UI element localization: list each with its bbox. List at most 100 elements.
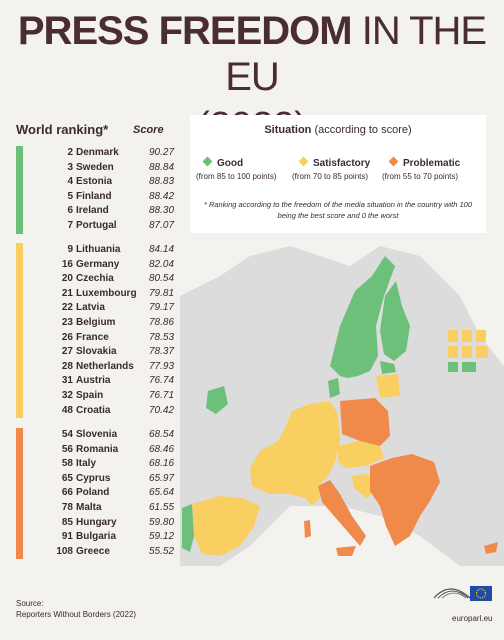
row-country: Netherlands bbox=[76, 360, 134, 372]
table-row: 16 Germany 82.04 bbox=[38, 259, 183, 274]
row-rank: 20 bbox=[61, 273, 73, 285]
row-score: 79.17 bbox=[149, 302, 175, 314]
row-country: Malta bbox=[76, 502, 102, 513]
row-score: 78.53 bbox=[149, 331, 175, 343]
row-rank: 6 bbox=[67, 205, 73, 217]
row-rank: 26 bbox=[61, 331, 73, 343]
row-rank: 48 bbox=[61, 404, 73, 416]
table-row: 22 Latvia 79.17 bbox=[38, 302, 183, 317]
table-row: 66 Poland 65.64 bbox=[38, 487, 183, 502]
iberia-satisfactory bbox=[192, 496, 260, 556]
table-row: 27 Slovakia 78.37 bbox=[38, 346, 183, 361]
satisfactory-diamond-icon bbox=[298, 156, 309, 167]
legend-footnote: * Ranking according to the freedom of th… bbox=[203, 200, 473, 220]
table-row: 3 Sweden 88.84 bbox=[38, 162, 183, 177]
uk-non-eu bbox=[230, 346, 266, 416]
row-country: Finland bbox=[76, 190, 112, 202]
row-score: 65.64 bbox=[149, 487, 175, 499]
legend-good: Good (from 85 to 100 points) bbox=[196, 156, 277, 181]
italy-problematic bbox=[318, 480, 366, 546]
table-row: 85 Hungary 59.80 bbox=[38, 517, 183, 532]
problematic-diamond-icon bbox=[388, 156, 399, 167]
table-row: 23 Belgium 78.86 bbox=[38, 317, 183, 332]
title-thin: IN THE EU bbox=[225, 9, 487, 99]
row-score: 84.14 bbox=[149, 244, 175, 255]
row-rank: 2 bbox=[67, 147, 73, 158]
row-country: Slovenia bbox=[76, 429, 118, 440]
row-country: Austria bbox=[76, 375, 111, 387]
score-header: Score bbox=[133, 124, 164, 136]
row-country: Spain bbox=[76, 390, 104, 401]
row-rank: 21 bbox=[61, 287, 73, 299]
row-score: 88.42 bbox=[149, 190, 175, 202]
row-rank: 91 bbox=[61, 531, 73, 543]
legend-heading: Situation (according to score) bbox=[264, 124, 412, 136]
row-rank: 108 bbox=[56, 545, 73, 557]
footer-url[interactable]: europarl.eu bbox=[452, 614, 493, 623]
table-row: 54 Slovenia 68.54 bbox=[38, 429, 183, 444]
west-central-satisfactory bbox=[250, 401, 340, 506]
row-country: Portugal bbox=[76, 220, 117, 231]
row-score: 68.54 bbox=[149, 429, 175, 440]
sardinia-problematic bbox=[304, 520, 311, 538]
row-score: 76.74 bbox=[149, 375, 175, 387]
row-score: 87.07 bbox=[149, 220, 175, 231]
row-score: 55.52 bbox=[149, 545, 175, 557]
row-rank: 31 bbox=[61, 375, 73, 387]
row-rank: 32 bbox=[61, 390, 73, 401]
legend-problematic: Problematic (from 55 to 70 points) bbox=[382, 156, 461, 181]
row-country: Ireland bbox=[76, 205, 109, 217]
row-country: Luxembourg bbox=[76, 287, 137, 299]
row-country: France bbox=[76, 331, 109, 343]
table-row: 20 Czechia 80.54 bbox=[38, 273, 183, 288]
table-row: 56 Romania 68.46 bbox=[38, 444, 183, 459]
table-row: 65 Cyprus 65.97 bbox=[38, 473, 183, 488]
row-rank: 16 bbox=[61, 258, 73, 270]
europe-map bbox=[180, 246, 504, 566]
row-country: Slovakia bbox=[76, 346, 117, 358]
nordic-good bbox=[330, 256, 395, 378]
table-row: 7 Portugal 87.07 bbox=[38, 220, 183, 235]
row-rank: 7 bbox=[67, 220, 73, 231]
row-score: 68.46 bbox=[149, 443, 175, 455]
row-country: Belgium bbox=[76, 317, 116, 328]
row-score: 61.55 bbox=[149, 502, 175, 513]
row-country: Lithuania bbox=[76, 244, 121, 255]
row-rank: 3 bbox=[67, 161, 73, 173]
table-row: 108 Greece 55.52 bbox=[38, 546, 183, 561]
title-bold: PRESS FREEDOM bbox=[17, 9, 353, 53]
legend-satisfactory: Satisfactory (from 70 to 85 points) bbox=[292, 156, 371, 181]
poland-problematic bbox=[340, 398, 390, 446]
southeast-problematic bbox=[370, 454, 440, 546]
row-score: 59.12 bbox=[149, 531, 175, 543]
row-score: 78.37 bbox=[149, 346, 175, 358]
baltics-satisfactory bbox=[376, 374, 400, 398]
row-score: 76.71 bbox=[149, 390, 175, 401]
row-country: Poland bbox=[76, 487, 110, 499]
row-rank: 56 bbox=[61, 443, 73, 455]
estonia-good bbox=[380, 361, 396, 374]
row-score: 79.81 bbox=[149, 287, 175, 299]
ireland-good bbox=[206, 386, 228, 414]
legend-box: Situation (according to score) Good (from… bbox=[190, 115, 486, 233]
group-color-bar bbox=[16, 243, 23, 419]
row-score: 77.93 bbox=[149, 360, 175, 372]
row-score: 90.27 bbox=[149, 147, 175, 158]
table-row: 58 Italy 68.16 bbox=[38, 458, 183, 473]
row-rank: 78 bbox=[61, 502, 73, 513]
good-diamond-icon bbox=[202, 156, 213, 167]
table-row: 21 Luxembourg 79.81 bbox=[38, 288, 183, 303]
row-rank: 5 bbox=[67, 190, 73, 202]
table-row: 4 Estonia 88.83 bbox=[38, 176, 183, 191]
row-country: Bulgaria bbox=[76, 531, 117, 543]
row-score: 68.16 bbox=[149, 458, 175, 470]
source-note: Source: Reporters Without Borders (2022) bbox=[16, 599, 137, 619]
row-score: 88.84 bbox=[149, 161, 175, 173]
row-rank: 65 bbox=[61, 472, 73, 484]
row-country: Romania bbox=[76, 443, 119, 455]
row-rank: 23 bbox=[61, 317, 73, 328]
table-row: 2 Denmark 90.27 bbox=[38, 147, 183, 162]
row-score: 70.42 bbox=[149, 404, 175, 416]
row-score: 88.83 bbox=[149, 176, 175, 188]
row-score: 82.04 bbox=[149, 258, 175, 270]
